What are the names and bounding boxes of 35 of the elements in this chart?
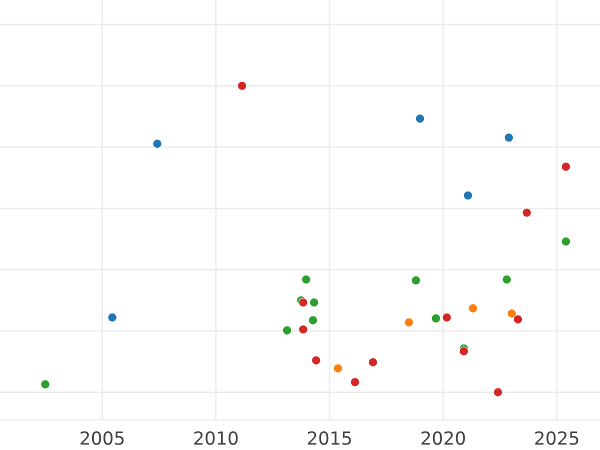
- point: [237, 81, 247, 90]
- point: [507, 308, 516, 318]
- point: [504, 132, 514, 142]
- x-tick-label: 2015: [308, 431, 351, 445]
- point: [309, 298, 319, 308]
- point: [411, 276, 421, 286]
- point: [40, 380, 50, 389]
- point: [442, 312, 452, 322]
- x-tick-label: 2020: [422, 431, 465, 445]
- x-tick-label: 2005: [80, 431, 124, 445]
- point: [301, 274, 311, 284]
- point: [459, 346, 469, 356]
- point: [561, 162, 571, 172]
- point: [415, 114, 425, 124]
- point: [431, 314, 441, 324]
- point: [513, 314, 523, 324]
- point: [333, 364, 343, 374]
- point: [404, 318, 414, 328]
- point: [108, 312, 117, 322]
- point: [463, 190, 473, 200]
- point: [152, 139, 162, 148]
- point: [368, 358, 378, 367]
- point: [308, 316, 318, 325]
- point: [561, 236, 571, 246]
- point: [311, 356, 321, 366]
- point: [522, 208, 532, 218]
- point: [298, 324, 308, 334]
- x-tick-label: 2010: [194, 431, 238, 445]
- point: [493, 388, 503, 397]
- x-tick-label: 2025: [535, 431, 578, 445]
- point: [350, 377, 360, 387]
- point: [282, 326, 292, 336]
- point: [298, 298, 308, 308]
- point: [502, 274, 512, 284]
- point: [468, 304, 478, 313]
